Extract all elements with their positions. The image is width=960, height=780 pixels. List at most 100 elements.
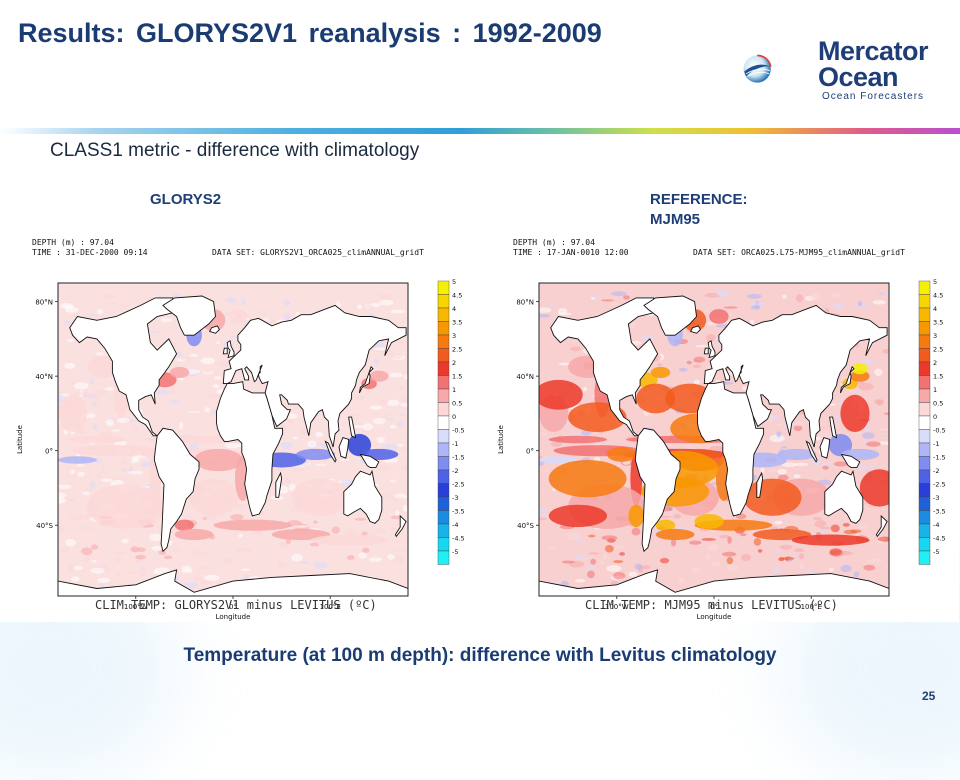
anomaly-patch xyxy=(369,370,389,382)
field-cell xyxy=(67,565,75,573)
field-cell xyxy=(100,465,106,473)
field-cell xyxy=(610,580,618,586)
colorbar-label: -2.5 xyxy=(452,481,465,489)
land-ng xyxy=(840,453,861,468)
field-cell xyxy=(881,348,889,354)
field-cell xyxy=(204,406,211,413)
anomaly-patch xyxy=(791,534,870,546)
colorbar-swatch xyxy=(437,280,450,295)
colorbar-label: -2.5 xyxy=(933,481,946,489)
field-cell xyxy=(401,445,406,452)
field-cell xyxy=(114,551,128,555)
anomaly-patch xyxy=(655,519,676,531)
colorbar-swatch xyxy=(437,307,450,322)
colorbar-swatch xyxy=(437,537,450,552)
colorbar-label: 3 xyxy=(933,332,937,340)
field-cell xyxy=(631,527,641,536)
field-cell xyxy=(398,386,404,389)
colorbar-swatch xyxy=(437,361,450,376)
field-cell xyxy=(362,423,374,431)
field-cell xyxy=(307,440,317,448)
land-sum xyxy=(805,440,818,463)
field-cell xyxy=(84,314,99,317)
colorbar-swatch xyxy=(918,523,931,538)
field-cell xyxy=(393,555,405,563)
colorbar-label: -1 xyxy=(452,440,458,448)
field-cell xyxy=(130,546,140,553)
lat-tick-label: 80°N xyxy=(516,299,534,307)
field-cell xyxy=(321,443,328,449)
colorbar-label: 4.5 xyxy=(452,292,462,300)
field-cell xyxy=(776,431,782,438)
land-au xyxy=(824,469,864,524)
field-cell xyxy=(344,527,358,536)
field-cell xyxy=(657,363,663,367)
field-cell xyxy=(389,424,396,429)
field-cell xyxy=(610,302,618,306)
field-cell xyxy=(149,533,162,542)
colorbar-label: 4.5 xyxy=(933,292,943,300)
colorbar-label: -3.5 xyxy=(933,508,946,516)
colorbar-label: -1.5 xyxy=(452,454,465,462)
colorbar-swatch xyxy=(437,294,450,309)
field-cell xyxy=(390,479,397,483)
land-uk xyxy=(707,340,716,359)
anomaly-patch xyxy=(194,448,243,472)
lat-tick-label: 0° xyxy=(45,448,53,456)
field-cell xyxy=(616,544,626,549)
field-cell xyxy=(817,430,833,439)
field-cell xyxy=(561,560,575,564)
field-cell xyxy=(80,552,85,555)
field-cell xyxy=(539,314,551,318)
field-cell xyxy=(386,418,395,421)
field-cell xyxy=(99,431,110,437)
anomaly-patch xyxy=(291,478,350,516)
anomaly-patch xyxy=(694,514,724,529)
field-cell xyxy=(241,547,253,553)
panel-label-line: MJM95 xyxy=(650,211,701,228)
field-cell xyxy=(749,319,755,325)
field-cell xyxy=(673,514,682,519)
land-sa xyxy=(634,427,681,553)
field-cell xyxy=(781,462,797,468)
colorbar-label: -5 xyxy=(933,548,939,556)
field-cell xyxy=(793,474,801,479)
colorbar-swatch xyxy=(918,456,931,471)
land-jp xyxy=(839,365,855,394)
field-cell xyxy=(402,504,408,513)
colorbar-label: -0.5 xyxy=(933,427,946,435)
field-cell xyxy=(97,577,111,584)
field-cell xyxy=(547,545,557,549)
anomaly-patch xyxy=(174,519,195,531)
anomaly-patch xyxy=(850,370,870,382)
title-divider xyxy=(0,128,960,134)
field-cell xyxy=(606,565,622,572)
field-cell xyxy=(76,464,85,467)
anomaly-patch xyxy=(296,448,336,460)
field-cell xyxy=(288,418,295,424)
field-cell xyxy=(858,382,874,391)
field-cell xyxy=(164,555,173,560)
map-panel-glorys2: DEPTH (m) : 97.04 TIME : 31-DEC-2000 09:1… xyxy=(0,236,478,622)
land-uk xyxy=(226,340,235,359)
land-bor xyxy=(338,437,350,459)
colorbar-label: 1.5 xyxy=(452,373,462,381)
field-cell xyxy=(601,299,615,302)
logo-tagline: Ocean Forecasters xyxy=(822,91,925,102)
anomaly-patch xyxy=(189,478,238,516)
colorbar-swatch xyxy=(918,294,931,309)
colorbar-swatch xyxy=(918,415,931,430)
field-cell xyxy=(212,384,220,389)
field-cell xyxy=(233,305,241,308)
land-jp xyxy=(358,365,374,394)
field-cell xyxy=(566,532,580,540)
land-eu xyxy=(703,304,888,448)
field-cell xyxy=(200,357,216,365)
field-cell xyxy=(634,563,643,570)
field-cell xyxy=(117,418,130,423)
field-cell xyxy=(368,557,382,562)
field-cell xyxy=(275,511,281,514)
colorbar-swatch xyxy=(437,510,450,525)
field-cell xyxy=(292,525,309,528)
field-cell xyxy=(397,420,404,427)
